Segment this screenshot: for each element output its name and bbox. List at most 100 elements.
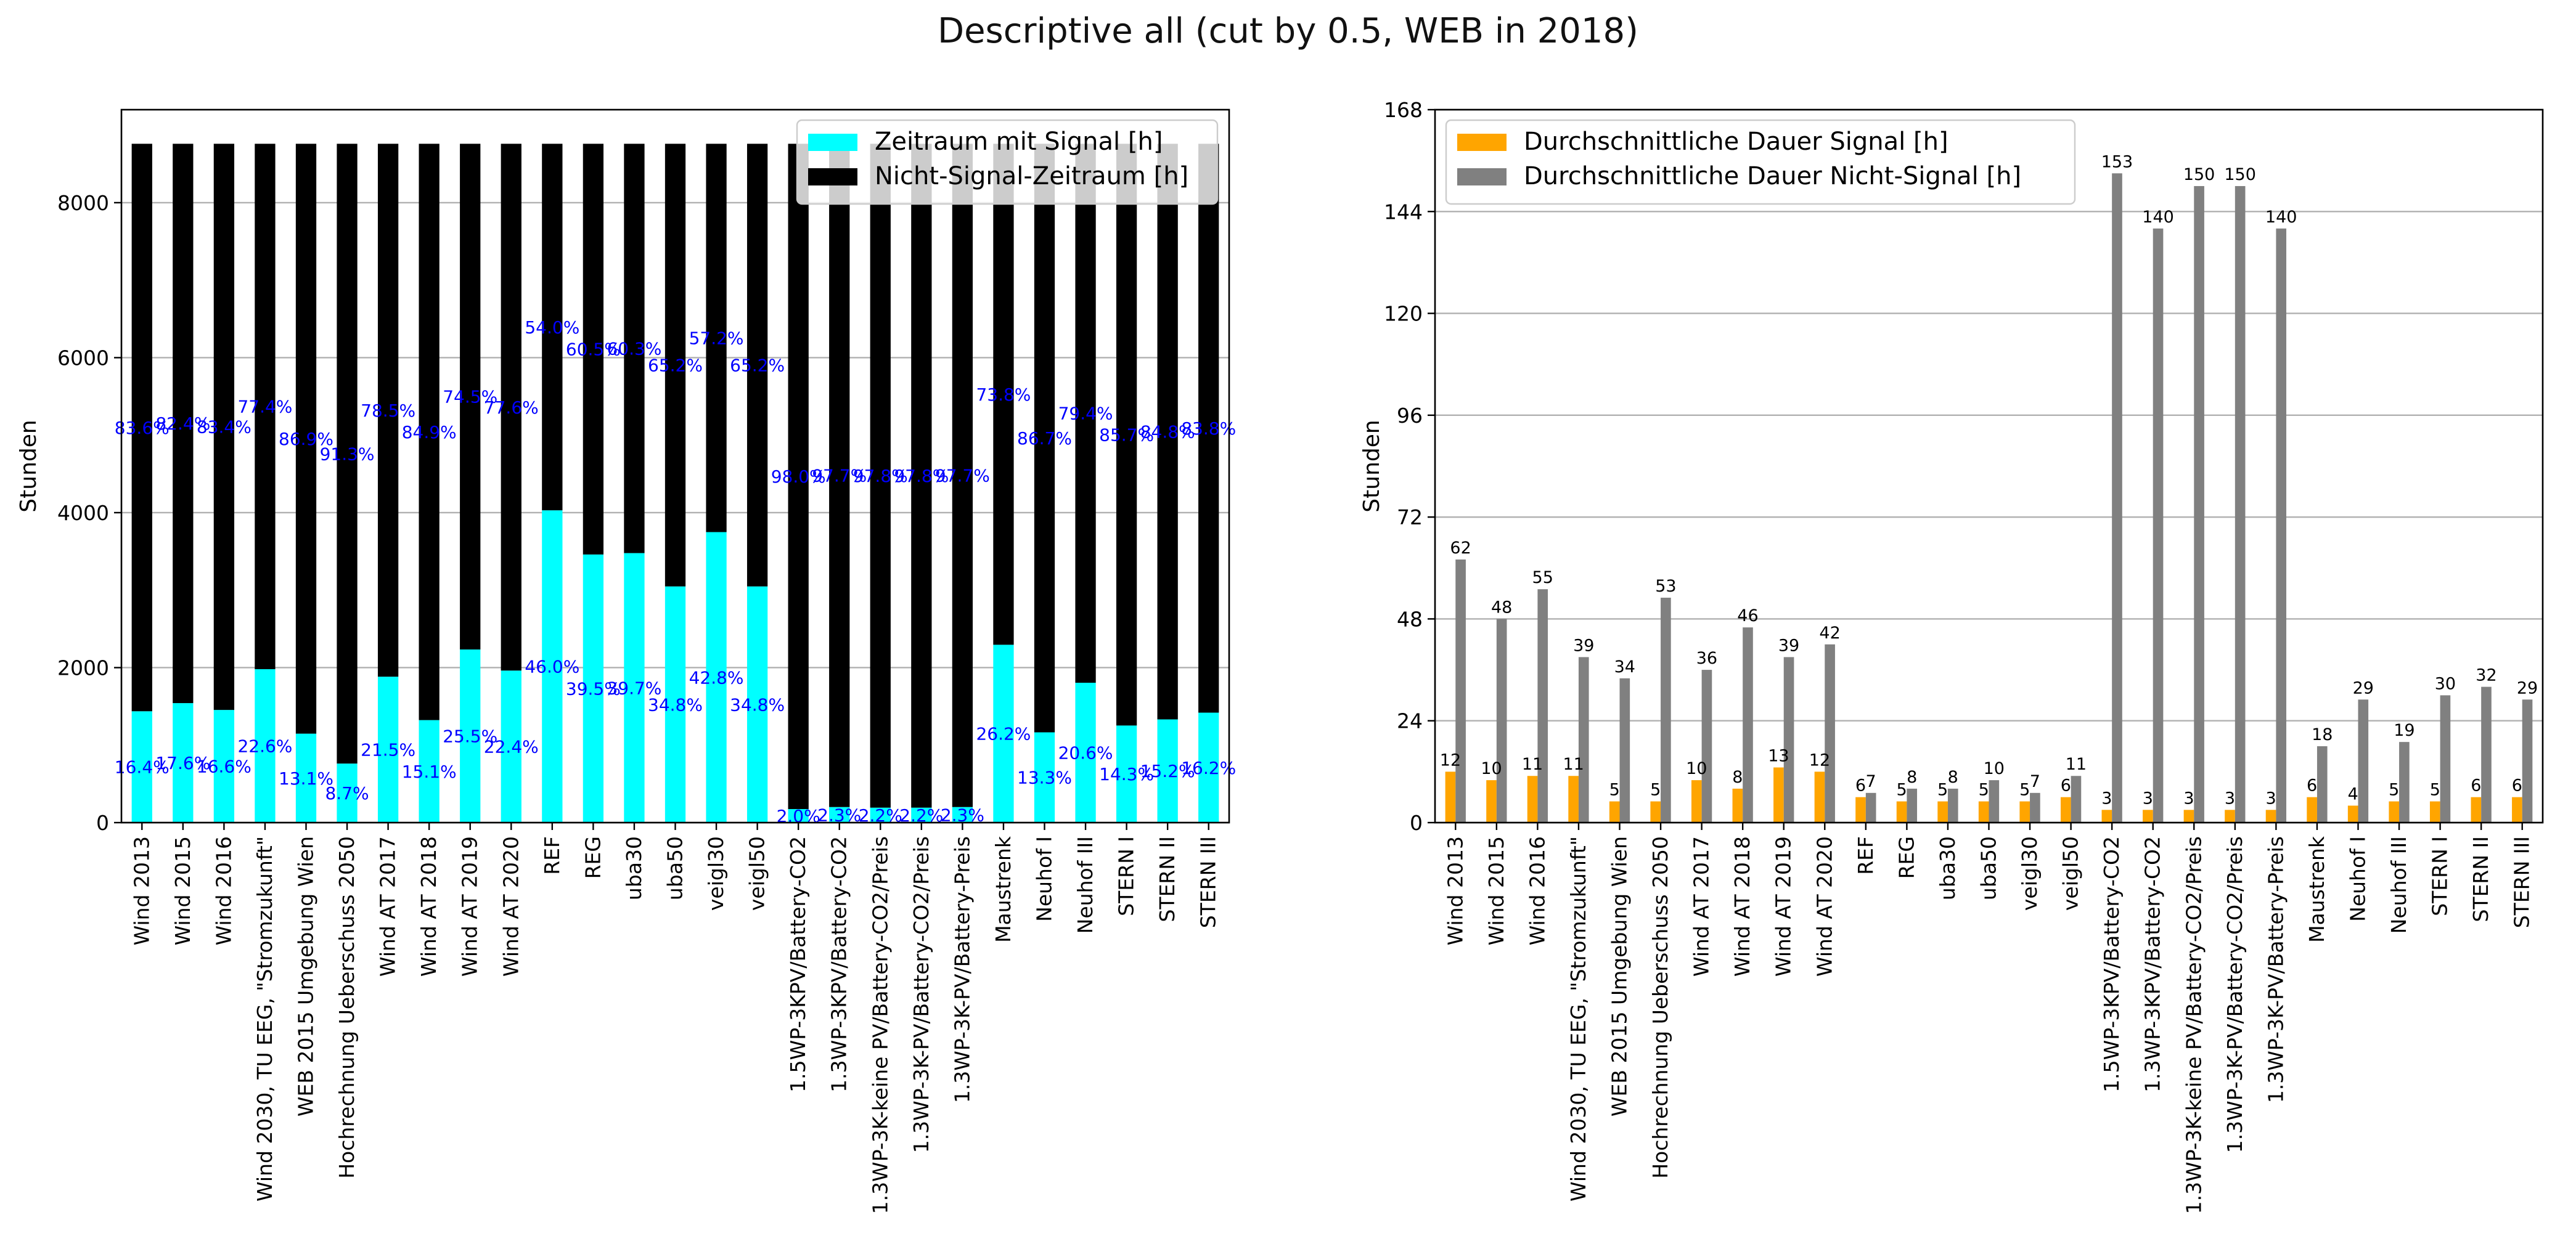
bar-signal-hours bbox=[952, 807, 973, 823]
bar-avg-nonsignal bbox=[1619, 678, 1630, 823]
nonsignal-pct-label: 57.2% bbox=[689, 328, 744, 348]
bar-avg-signal bbox=[1978, 801, 1989, 823]
bar-nonsignal-hours bbox=[377, 144, 399, 677]
avg-nonsignal-value-label: 11 bbox=[2066, 755, 2087, 774]
right-legend-label: Durchschnittliche Dauer Nicht-Signal [h] bbox=[1524, 162, 2021, 190]
bar-signal-hours bbox=[419, 720, 440, 823]
right-xtick-label: Neuhof I bbox=[2346, 836, 2370, 922]
avg-nonsignal-value-label: 32 bbox=[2476, 666, 2496, 685]
signal-pct-label: 16.2% bbox=[1181, 758, 1236, 778]
bar-nonsignal-hours bbox=[706, 144, 727, 532]
right-ytick-label: 0 bbox=[1410, 811, 1423, 835]
bar-signal-hours bbox=[377, 677, 399, 823]
left-xtick-label: uba30 bbox=[622, 836, 646, 900]
bar-nonsignal-hours bbox=[255, 144, 276, 669]
avg-signal-value-label: 5 bbox=[1979, 781, 1989, 800]
left-xtick-label: 1.3WP-3KPV/Battery-CO2 bbox=[827, 836, 851, 1092]
left-legend-label: Zeitraum mit Signal [h] bbox=[875, 128, 1163, 156]
signal-pct-label: 20.6% bbox=[1058, 743, 1113, 763]
bar-avg-nonsignal bbox=[2112, 173, 2122, 823]
bar-signal-hours bbox=[501, 670, 521, 823]
bar-signal-hours bbox=[213, 710, 235, 823]
bar-avg-nonsignal bbox=[1455, 559, 1466, 823]
right-xtick-label: veigl50 bbox=[2059, 836, 2083, 911]
bar-nonsignal-hours bbox=[788, 144, 809, 809]
right-xtick-label: STERN II bbox=[2469, 836, 2493, 922]
bar-nonsignal-hours bbox=[664, 144, 686, 587]
signal-pct-label: 39.5% bbox=[566, 678, 621, 699]
signal-pct-label: 16.4% bbox=[115, 757, 170, 778]
right-ytick-label: 48 bbox=[1397, 607, 1423, 631]
signal-pct-label: 14.3% bbox=[1099, 764, 1154, 784]
left-xtick-label: Wind 2016 bbox=[211, 836, 235, 945]
right-xtick-label: Maustrenk bbox=[2305, 836, 2329, 943]
bar-nonsignal-hours bbox=[173, 144, 194, 704]
left-ytick-label: 0 bbox=[96, 811, 109, 835]
avg-signal-value-label: 8 bbox=[1732, 768, 1743, 787]
avg-nonsignal-value-label: 29 bbox=[2353, 678, 2374, 698]
bar-nonsignal-hours bbox=[583, 144, 604, 555]
bar-avg-nonsignal bbox=[1496, 619, 1507, 823]
avg-signal-value-label: 11 bbox=[1522, 755, 1543, 774]
right-xtick-label: 1.3WP-3K-keine PV/Battery-CO2/Preis bbox=[2181, 836, 2206, 1214]
left-xtick-label: 1.3WP-3K-PV/Battery-CO2/Preis bbox=[909, 836, 933, 1153]
avg-signal-value-label: 6 bbox=[1855, 776, 1866, 795]
left-xtick-label: 1.3WP-3K-keine PV/Battery-CO2/Preis bbox=[868, 836, 892, 1214]
avg-nonsignal-value-label: 153 bbox=[2101, 152, 2133, 171]
avg-nonsignal-value-label: 18 bbox=[2312, 725, 2333, 744]
bar-nonsignal-hours bbox=[1157, 144, 1178, 720]
bar-avg-signal bbox=[2347, 805, 2358, 823]
bar-avg-signal bbox=[2512, 797, 2522, 823]
bar-avg-nonsignal bbox=[2030, 792, 2040, 823]
bar-avg-signal bbox=[1650, 801, 1661, 823]
left-xtick-label: Wind AT 2018 bbox=[417, 836, 441, 977]
bar-avg-signal bbox=[2183, 810, 2194, 823]
bar-avg-nonsignal bbox=[2276, 228, 2287, 823]
right-xtick-label: 1.5WP-3KPV/Battery-CO2 bbox=[2100, 836, 2124, 1092]
right-xtick-label: Wind 2016 bbox=[1525, 836, 1549, 945]
left-legend-box bbox=[796, 119, 1219, 205]
nonsignal-pct-label: 86.9% bbox=[279, 429, 333, 449]
bar-avg-signal bbox=[2101, 810, 2112, 823]
left-xtick-label: STERN I bbox=[1114, 836, 1139, 916]
bar-avg-signal bbox=[2060, 797, 2071, 823]
avg-signal-value-label: 12 bbox=[1809, 751, 1830, 770]
bar-nonsignal-hours bbox=[460, 144, 481, 650]
avg-signal-value-label: 3 bbox=[2183, 789, 2194, 808]
bar-signal-hours bbox=[706, 532, 727, 823]
left-xtick-label: Neuhof III bbox=[1073, 836, 1097, 934]
bar-signal-hours bbox=[788, 808, 809, 823]
nonsignal-pct-label: 54.0% bbox=[525, 317, 579, 338]
left-xtick-label: Wind 2030, TU EEG, "Stromzukunft" bbox=[253, 836, 277, 1202]
bar-signal-hours bbox=[255, 669, 276, 823]
avg-signal-value-label: 5 bbox=[2430, 781, 2440, 800]
left-xtick-label: veigl50 bbox=[745, 836, 769, 911]
nonsignal-pct-label: 91.3% bbox=[320, 444, 375, 464]
signal-pct-label: 25.5% bbox=[443, 726, 497, 747]
left-xtick-label: Wind AT 2019 bbox=[458, 836, 482, 977]
left-legend-swatch bbox=[808, 168, 857, 185]
nonsignal-pct-label: 77.6% bbox=[484, 397, 539, 418]
avg-signal-value-label: 11 bbox=[1563, 755, 1584, 774]
avg-nonsignal-value-label: 53 bbox=[1655, 577, 1676, 596]
right-xtick-label: Neuhof III bbox=[2387, 836, 2411, 934]
left-xtick-label: STERN III bbox=[1196, 836, 1221, 928]
right-xtick-label: REG bbox=[1894, 836, 1918, 879]
left-ytick-label: 2000 bbox=[57, 656, 109, 680]
avg-nonsignal-value-label: 7 bbox=[1866, 772, 1876, 791]
bar-avg-nonsignal bbox=[1947, 788, 1958, 823]
avg-signal-value-label: 4 bbox=[2348, 784, 2358, 804]
bar-nonsignal-hours bbox=[993, 144, 1014, 645]
bar-nonsignal-hours bbox=[295, 144, 317, 734]
avg-nonsignal-value-label: 30 bbox=[2435, 674, 2456, 693]
bar-signal-hours bbox=[295, 733, 317, 823]
nonsignal-pct-label: 60.5% bbox=[566, 340, 621, 360]
left-xtick-label: 1.3WP-3K-PV/Battery-Preis bbox=[950, 836, 974, 1103]
avg-signal-value-label: 5 bbox=[1896, 781, 1907, 800]
right-xtick-label: 1.3WP-3K-PV/Battery-Preis bbox=[2263, 836, 2288, 1103]
signal-pct-label: 42.8% bbox=[689, 667, 744, 688]
bar-nonsignal-hours bbox=[1075, 144, 1096, 683]
bar-avg-nonsignal bbox=[1825, 644, 1835, 823]
avg-nonsignal-value-label: 140 bbox=[2265, 208, 2297, 227]
avg-nonsignal-value-label: 42 bbox=[1819, 624, 1840, 643]
